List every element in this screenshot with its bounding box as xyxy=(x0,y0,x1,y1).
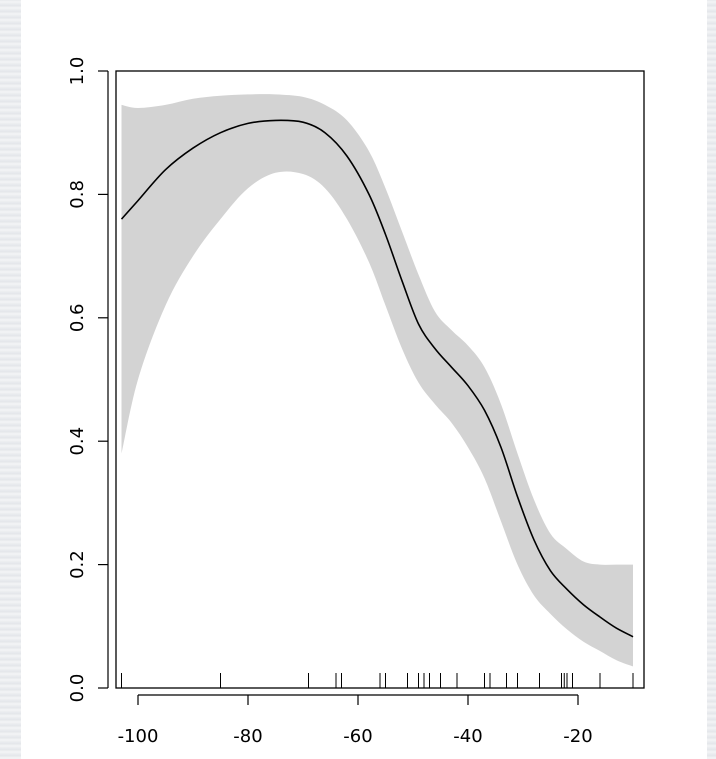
x-tick-label: -20 xyxy=(563,726,592,747)
x-tick-label: -60 xyxy=(343,726,372,747)
confidence-band xyxy=(121,94,633,667)
x-tick-label: -40 xyxy=(453,726,482,747)
x-tick-label: -80 xyxy=(233,726,262,747)
y-tick-label: 0.2 xyxy=(67,550,88,579)
y-tick-label: 0.6 xyxy=(67,303,88,332)
y-tick-label: 0.4 xyxy=(67,427,88,456)
x-tick-label: -100 xyxy=(118,726,159,747)
plot-frame xyxy=(115,70,645,689)
series-line xyxy=(120,119,634,638)
y-tick-label: 0.0 xyxy=(67,674,88,703)
y-tick-label: 0.8 xyxy=(67,180,88,209)
y-tick-label: 1.0 xyxy=(67,57,88,86)
